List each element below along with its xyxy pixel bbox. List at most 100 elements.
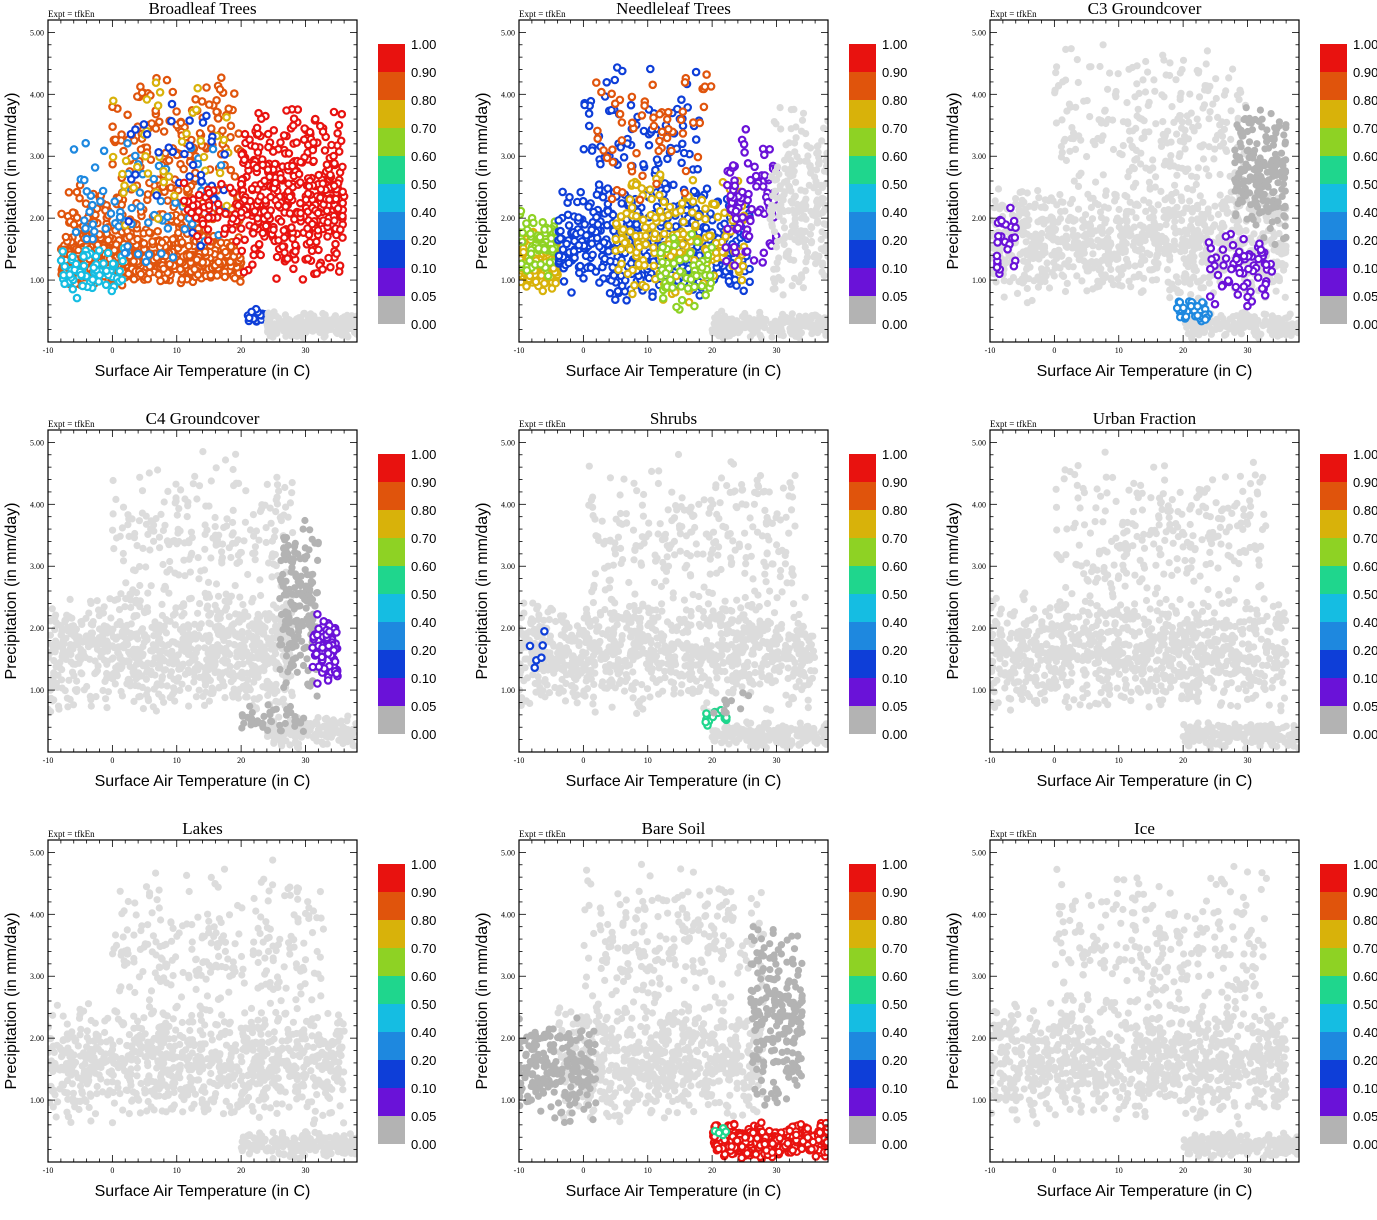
data-point [131,258,137,264]
data-point [1105,205,1112,212]
data-point [773,265,780,272]
data-point [788,229,795,236]
data-point [1138,289,1145,296]
points-group [516,64,832,341]
data-point [124,112,130,118]
data-point [668,253,674,259]
data-point [283,107,289,113]
data-point [223,114,229,120]
data-point [82,225,88,231]
x-tick-label: 10 [173,346,181,355]
data-point [795,208,802,215]
data-point [1228,107,1235,114]
data-point [274,254,280,260]
y-tick-label: 5.00 [30,28,44,37]
data-point [1024,222,1031,229]
data-point [1205,172,1212,179]
data-point [218,162,224,168]
data-point [213,109,219,115]
data-point [561,278,567,284]
data-point [596,243,602,249]
data-point [159,239,165,245]
data-point [804,249,811,256]
data-point [126,233,132,239]
data-point [823,150,830,157]
data-point [649,196,655,202]
data-point [1176,112,1183,119]
data-point [744,248,750,254]
data-point [724,226,730,232]
data-point [1166,294,1173,301]
data-point [1175,211,1182,218]
data-point [702,84,708,90]
data-point [1186,198,1193,205]
data-point [197,130,203,136]
data-point [1178,217,1185,224]
data-point [1068,45,1075,52]
data-point [1190,274,1197,281]
data-point [661,199,667,205]
data-point [663,270,669,276]
data-point [1119,249,1126,256]
data-point [134,164,140,170]
data-point [281,227,287,233]
data-point [97,198,103,204]
data-point [1182,271,1189,278]
data-point [1110,146,1117,153]
data-point [325,219,331,225]
data-point [1059,199,1066,206]
data-point [743,126,749,132]
data-point [1204,209,1211,216]
data-point [814,219,821,226]
data-point [109,288,115,294]
data-point [1149,156,1156,163]
data-point [81,177,87,183]
data-point [194,233,200,239]
data-point [1202,82,1209,89]
data-point [819,184,826,191]
data-point [527,231,533,237]
data-point [201,154,207,160]
data-point [228,167,234,173]
data-point [1193,181,1200,188]
data-point [652,231,658,237]
data-point [191,266,197,272]
data-point [103,268,109,274]
data-point [92,164,98,170]
y-tick-label: 1.00 [501,276,515,285]
data-point [762,172,768,178]
data-point [93,253,99,259]
data-point [1177,248,1184,255]
data-point [198,243,204,249]
data-point [671,260,677,266]
data-point [568,289,574,295]
data-point [322,312,329,319]
colorbar-label: 1.00 [882,37,907,52]
data-point [689,209,695,215]
data-point [557,228,563,234]
colorbar-swatch [849,268,876,296]
data-point [178,214,184,220]
data-point [187,143,193,149]
data-point [1189,208,1196,215]
data-point [755,209,761,215]
data-point [301,310,308,317]
data-point [673,304,679,310]
data-point [91,265,97,271]
data-point [1197,192,1204,199]
data-point [129,205,135,211]
data-point [1045,226,1052,233]
data-point [278,218,284,224]
data-point [789,282,796,289]
data-point [324,233,330,239]
data-point [1138,135,1145,142]
data-point [222,274,228,280]
data-point [664,116,670,122]
data-point [636,244,642,250]
data-point [1179,240,1186,247]
data-point [119,171,125,177]
data-point [1125,208,1132,215]
data-point [1117,232,1124,239]
data-point [76,195,82,201]
data-point [596,181,602,187]
